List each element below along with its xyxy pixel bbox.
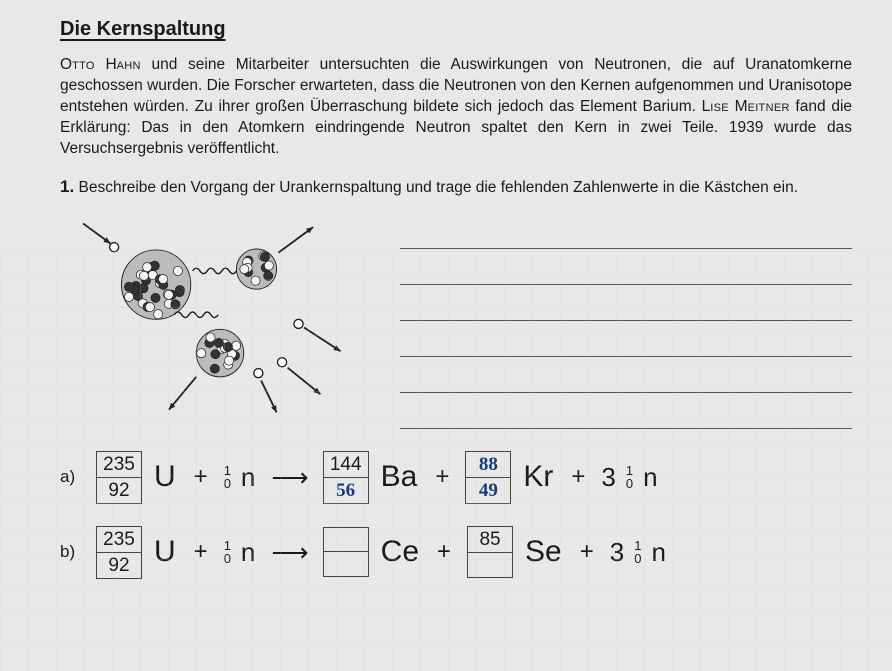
equation-a: a) 235 92 U + 1 0 n ⟶ 144 56 Ba + 88 49 [60, 451, 852, 504]
eq-a-n-prefix: 1 0 [224, 464, 231, 490]
diagram-and-lines-row [60, 207, 852, 433]
arrow-icon: ⟶ [267, 462, 312, 493]
eq-b-n-prefix: 1 0 [224, 539, 231, 565]
eq-b-tail-n-symbol: n [649, 537, 667, 568]
plus-icon: + [188, 538, 214, 566]
eq-b-Se-mass: 85 [468, 527, 512, 553]
eq-b-Se-box[interactable]: 85 [467, 526, 513, 578]
equation-b: b) 235 92 U + 1 0 n ⟶ Ce + 85 Se [60, 526, 852, 579]
plus-icon: + [429, 463, 455, 491]
eq-b-coeff-3: 3 [610, 537, 624, 568]
eq-a-U-mass: 235 [97, 452, 141, 478]
eq-a-Ba-atomic[interactable]: 56 [324, 478, 368, 503]
eq-a-n-symbol: n [239, 462, 257, 493]
eq-a-coeff-3: 3 [601, 462, 615, 493]
eq-b-Ce-box[interactable] [323, 527, 369, 577]
eq-a-Ba-symbol: Ba [379, 460, 420, 494]
eq-a-Kr-mass[interactable]: 88 [466, 452, 510, 478]
eq-b-label: b) [60, 542, 86, 562]
eq-a-tail-n-symbol: n [641, 462, 659, 493]
writing-line[interactable] [400, 325, 852, 357]
eq-a-Kr-symbol: Kr [521, 460, 555, 494]
eq-a-Kr-atomic[interactable]: 49 [466, 478, 510, 503]
arrow-icon: ⟶ [267, 537, 312, 568]
eq-b-U-box: 235 92 [96, 526, 142, 579]
eq-b-Ce-symbol: Ce [379, 535, 421, 569]
task-number: 1. [60, 177, 74, 196]
eq-a-Kr-box[interactable]: 88 49 [465, 451, 511, 504]
eq-b-U-atomic: 92 [97, 553, 141, 578]
eq-b-tail-n-prefix: 1 0 [634, 539, 641, 565]
eq-a-U-box: 235 92 [96, 451, 142, 504]
plus-icon: + [188, 463, 214, 491]
plus-icon: + [431, 538, 457, 566]
writing-line[interactable] [400, 289, 852, 321]
task-text: Beschreibe den Vorgang der Urankernspalt… [79, 179, 799, 196]
eq-b-Ce-mass[interactable] [324, 528, 368, 552]
equations-block: a) 235 92 U + 1 0 n ⟶ 144 56 Ba + 88 49 [60, 451, 852, 579]
eq-b-U-mass: 235 [97, 527, 141, 553]
eq-a-Ba-mass: 144 [324, 452, 368, 478]
eq-b-U-symbol: U [152, 535, 178, 569]
eq-b-Se-atomic[interactable] [468, 553, 512, 577]
writing-line[interactable] [400, 253, 852, 285]
eq-a-U-symbol: U [152, 460, 178, 494]
writing-line[interactable] [400, 361, 852, 393]
writing-line[interactable] [400, 217, 852, 249]
intro-paragraph: Otto Hahn und seine Mitarbeiter untersuc… [60, 55, 852, 160]
eq-b-Se-symbol: Se [523, 535, 564, 569]
eq-b-n-symbol: n [239, 537, 257, 568]
eq-b-Ce-atomic[interactable] [324, 552, 368, 576]
worksheet-page: Die Kernspaltung Otto Hahn und seine Mit… [0, 0, 892, 671]
writing-lines[interactable] [400, 207, 852, 433]
plus-icon: + [574, 538, 600, 566]
page-title: Die Kernspaltung [60, 18, 852, 41]
plus-icon: + [565, 463, 591, 491]
eq-a-tail-n-prefix: 1 0 [626, 464, 633, 490]
fission-diagram [60, 207, 380, 417]
eq-a-label: a) [60, 467, 86, 487]
task-1: 1. Beschreibe den Vorgang der Urankernsp… [60, 176, 852, 199]
eq-a-U-atomic: 92 [97, 478, 141, 503]
eq-a-Ba-box[interactable]: 144 56 [323, 451, 369, 504]
writing-line[interactable] [400, 397, 852, 429]
